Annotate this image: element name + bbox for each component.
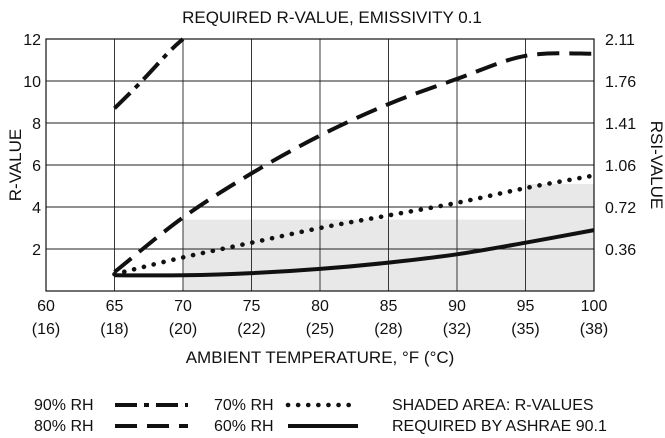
series-line-90-rh: [113, 37, 185, 110]
y-tick-label-6: 6: [32, 158, 41, 175]
y2-tick-label-1.06: 1.06: [605, 158, 636, 175]
x-tick-label-80: 80: [311, 298, 329, 315]
y2-tick-label-0.72: 0.72: [605, 200, 636, 217]
series-line-70-rh: [112, 173, 597, 277]
x-tick-labels: 60 (16) 65 (18) 70 (20) 75 (22) 80 (25) 85 (28) 90 (3…: [32, 298, 608, 338]
x-tick-sublabel-60: (16): [32, 321, 60, 338]
y2-axis-label: RSI-VALUE: [647, 121, 665, 210]
y2-tick-label-2.11: 2.11: [605, 32, 635, 49]
y-tick-label-8: 8: [32, 116, 41, 133]
y-axis-label: R-VALUE: [6, 129, 25, 201]
shaded-step-0: [183, 219, 526, 291]
y2-tick-label-1.76: 1.76: [605, 74, 636, 91]
y2-tick-label-0.36: 0.36: [605, 242, 636, 259]
legend: 90% RH 80% RH 70% RH 60% RH: [34, 397, 361, 435]
x-tick-sublabel-100: (38): [580, 321, 608, 338]
x-tick-label-60: 60: [37, 298, 55, 315]
y-tick-label-10: 10: [23, 74, 41, 91]
x-tick-sublabel-80: (25): [306, 321, 334, 338]
legend-label-60-rh: 60% RH: [214, 418, 274, 435]
x-tick-sublabel-70: (20): [169, 321, 197, 338]
legend-label-70-rh: 70% RH: [214, 397, 274, 414]
plot-frame: [45, 38, 595, 292]
series-line-60-rh: [114, 228, 595, 278]
x-tick-label-65: 65: [106, 298, 124, 315]
y2-tick-labels: 0.36 0.72 1.06 1.41 1.76 2.11: [605, 32, 636, 259]
shaded-area-note-line1: SHADED AREA: R-VALUES: [392, 397, 594, 414]
x-tick-label-85: 85: [380, 298, 398, 315]
x-tick-sublabel-95: (35): [511, 321, 539, 338]
x-tick-label-95: 95: [517, 298, 535, 315]
series-lines: [112, 37, 597, 278]
y-tick-label-2: 2: [32, 242, 41, 259]
x-tick-label-90: 90: [448, 298, 466, 315]
series-line-80-rh: [113, 51, 595, 274]
chart-title: REQUIRED R-VALUE, EMISSIVITY 0.1: [182, 8, 482, 27]
y-tick-label-4: 4: [32, 200, 41, 217]
shaded-area-note-line2: REQUIRED BY ASHRAE 90.1: [392, 418, 607, 435]
legend-label-90-rh: 90% RH: [34, 397, 94, 414]
x-tick-label-75: 75: [243, 298, 261, 315]
x-tick-sublabel-85: (28): [374, 321, 402, 338]
y2-tick-label-1.41: 1.41: [605, 116, 636, 133]
x-tick-label-100: 100: [581, 298, 608, 315]
x-tick-sublabel-90: (32): [443, 321, 471, 338]
y-tick-labels: 2 4 6 8 10 12: [23, 32, 41, 259]
x-tick-sublabel-65: (18): [100, 321, 128, 338]
x-tick-sublabel-75: (22): [237, 321, 265, 338]
y-tick-label-12: 12: [23, 32, 41, 49]
x-axis-label: AMBIENT TEMPERATURE, °F (°C): [186, 348, 455, 367]
x-tick-label-70: 70: [174, 298, 192, 315]
legend-label-80-rh: 80% RH: [34, 418, 94, 435]
